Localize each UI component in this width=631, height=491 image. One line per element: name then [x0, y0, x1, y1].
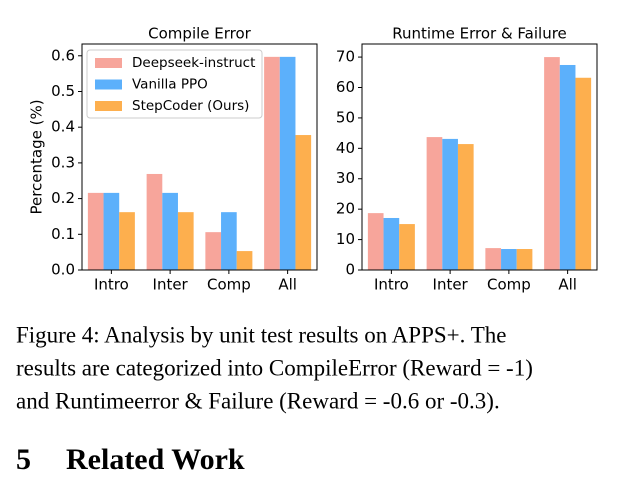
- bar: [279, 56, 296, 270]
- y-tick-label: 0.6: [51, 46, 75, 64]
- plot-frame: [81, 43, 318, 271]
- bar: [501, 249, 517, 270]
- x-tick-label: All: [558, 276, 577, 294]
- bar: [485, 248, 502, 270]
- bar: [383, 217, 400, 270]
- caption-line: results are categorized into CompileErro…: [16, 355, 533, 380]
- bar: [575, 77, 592, 270]
- x-tick-label: Comp: [207, 276, 251, 294]
- bar: [426, 137, 443, 270]
- plot-frame: [361, 43, 598, 271]
- y-tick-label: 0.4: [51, 118, 75, 136]
- legend-label: StepCoder (Ours): [132, 98, 249, 114]
- y-tick-label: 0.0: [51, 261, 75, 279]
- bar: [236, 251, 253, 270]
- section-title: Related Work: [66, 443, 245, 476]
- bar: [442, 138, 458, 270]
- y-tick-label: 0.5: [51, 82, 75, 100]
- x-tick-label: Intro: [94, 276, 129, 294]
- legend-label: Deepseek-instruct: [132, 55, 255, 71]
- x-tick-label: Intro: [374, 276, 409, 294]
- legend-swatch: [95, 101, 122, 111]
- y-tick-label: 20: [336, 200, 355, 218]
- y-tick-label: 0.1: [51, 225, 75, 243]
- bar: [221, 212, 237, 270]
- bar: [205, 232, 222, 270]
- legend-box: [86, 49, 263, 119]
- bar: [457, 144, 474, 270]
- y-tick-label: 0.3: [51, 153, 75, 171]
- bar: [544, 57, 560, 270]
- bar: [516, 249, 533, 270]
- bar: [559, 64, 576, 270]
- y-tick-label: 50: [336, 108, 355, 126]
- y-tick-label: 30: [336, 169, 355, 187]
- x-tick-label: Comp: [487, 276, 531, 294]
- chart-title: Compile Error: [148, 25, 252, 43]
- bar: [177, 212, 194, 270]
- y-tick-label: 40: [336, 139, 355, 157]
- x-tick-label: All: [278, 276, 297, 294]
- bar: [295, 135, 312, 270]
- caption-line: and Runtimeerror & Failure (Reward = -0.…: [16, 388, 500, 413]
- y-tick-label: 10: [336, 230, 355, 248]
- x-tick-label: Inter: [153, 276, 189, 294]
- x-tick-label: Inter: [433, 276, 469, 294]
- bar: [146, 173, 163, 270]
- y-tick-label: 0: [345, 261, 355, 279]
- chart-title: Runtime Error & Failure: [392, 25, 567, 43]
- bar: [119, 212, 135, 270]
- legend-swatch: [95, 58, 122, 68]
- bar: [399, 224, 415, 270]
- legend-swatch: [95, 79, 122, 90]
- y-tick-label: 60: [336, 78, 355, 96]
- bar: [103, 192, 120, 270]
- caption-line: Figure 4: Analysis by unit test results …: [16, 322, 506, 347]
- bar: [87, 192, 104, 270]
- legend-label: Vanilla PPO: [132, 77, 208, 93]
- bar: [264, 56, 280, 270]
- section-number: 5: [16, 443, 31, 476]
- bar: [367, 213, 384, 270]
- y-tick-label: 0.2: [51, 189, 75, 207]
- y-axis-label: Percentage (%): [28, 99, 46, 214]
- bar: [162, 192, 178, 270]
- y-tick-label: 70: [336, 48, 355, 66]
